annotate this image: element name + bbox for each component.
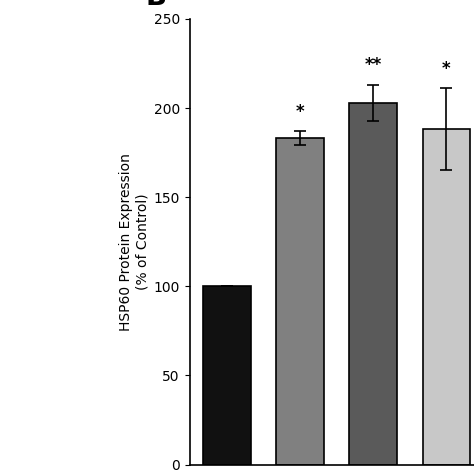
Bar bbox=[422, 129, 470, 465]
Bar bbox=[349, 103, 397, 465]
Bar bbox=[276, 138, 324, 465]
Bar bbox=[203, 286, 251, 465]
Text: *: * bbox=[296, 102, 304, 120]
Text: *: * bbox=[442, 60, 451, 78]
Text: **: ** bbox=[365, 56, 382, 74]
Y-axis label: HSP60 Protein Expression
(% of Control): HSP60 Protein Expression (% of Control) bbox=[119, 153, 149, 331]
Text: B: B bbox=[146, 0, 167, 11]
